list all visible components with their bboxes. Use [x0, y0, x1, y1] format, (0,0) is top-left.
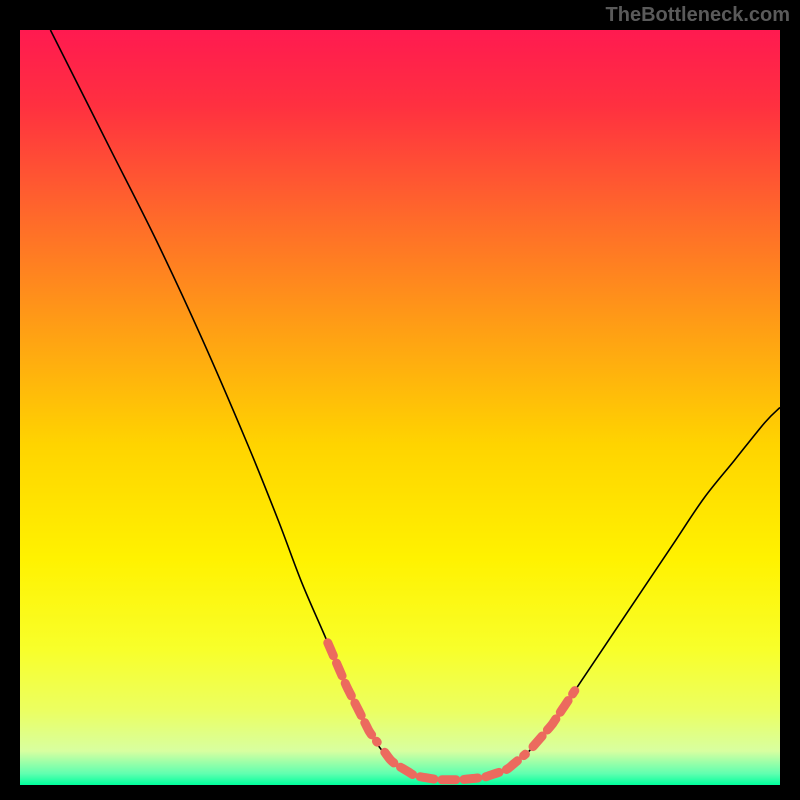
plot-svg — [20, 30, 780, 785]
watermark-text: TheBottleneck.com — [606, 4, 790, 27]
chart-root: TheBottleneck.com — [0, 0, 800, 800]
plot-area — [20, 30, 780, 785]
gradient-background — [20, 30, 780, 785]
